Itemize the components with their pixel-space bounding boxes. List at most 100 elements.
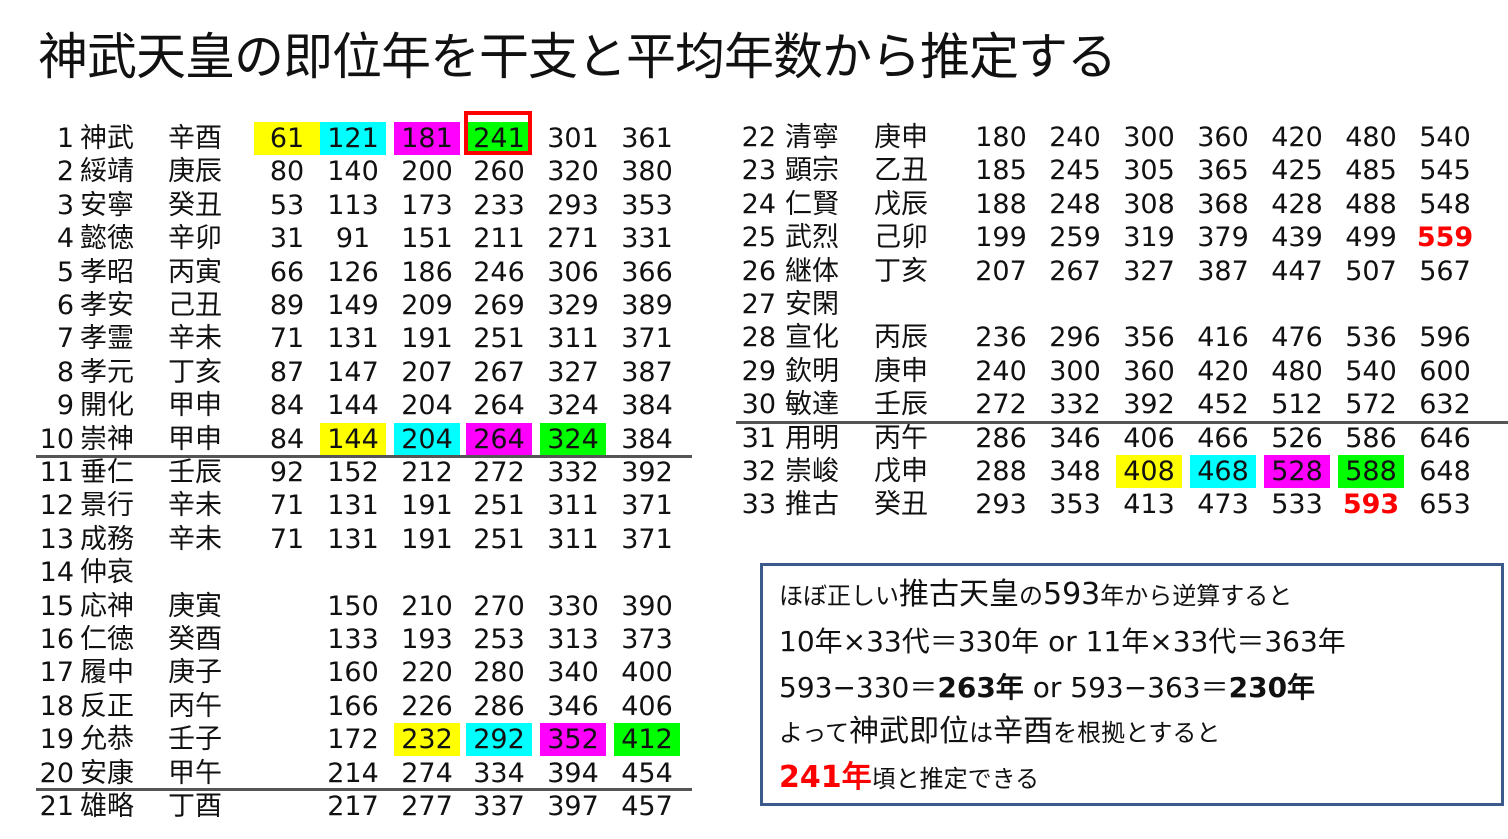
eto-cell: 丙寅 — [168, 256, 222, 288]
emperor-name: 継体 — [785, 255, 839, 287]
year-cell: 214 — [327, 757, 379, 789]
note-text: or 593−363＝ — [1023, 671, 1229, 704]
reign-number: 29 — [741, 355, 776, 387]
year-cell: 387 — [621, 356, 673, 388]
note-text: 神武即位 — [849, 714, 970, 749]
year-cell: 313 — [547, 624, 599, 655]
year-cell: 209 — [401, 290, 453, 321]
emperor-name: 反正 — [80, 690, 134, 722]
note-line-5: 241年頃と推定できる — [779, 757, 1039, 800]
year-cell: 144 — [327, 390, 379, 422]
year-cell: 293 — [547, 189, 599, 221]
year-cell: 485 — [1345, 155, 1397, 187]
emperor-name: 仁徳 — [80, 624, 134, 655]
year-cell: 186 — [401, 256, 453, 288]
table-row: 3 安寧 癸丑 53 113 173 233 293 353 — [0, 189, 1508, 222]
eto-cell: 戊辰 — [874, 188, 928, 220]
year-cell: 160 — [327, 657, 379, 689]
year-cell: 264 — [466, 422, 532, 456]
reign-number: 28 — [741, 322, 776, 354]
emperor-name: 欽明 — [785, 355, 839, 387]
year-cell: 274 — [401, 757, 453, 789]
eto-cell: 丁酉 — [168, 791, 222, 822]
year-cell: 272 — [975, 389, 1027, 421]
year-cell — [254, 590, 320, 623]
year-cell: 365 — [1197, 155, 1249, 187]
year-cell: 371 — [621, 323, 673, 355]
table-row: 2 綏靖 庚辰 80 140 200 260 320 380 — [0, 155, 1508, 188]
year-cell: 533 — [1271, 489, 1323, 521]
note-box: ほぼ正しい推古天皇の593年から逆算すると 10年×33代＝330年 or 11… — [760, 563, 1504, 806]
reign-number: 20 — [39, 757, 74, 789]
year-cell: 428 — [1271, 188, 1323, 220]
reign-number: 14 — [39, 557, 74, 589]
reign-number: 31 — [741, 422, 776, 454]
year-cell: 646 — [1419, 422, 1471, 454]
year-cell: 352 — [540, 723, 606, 757]
year-cell: 300 — [1123, 122, 1175, 153]
year-cell: 185 — [975, 155, 1027, 187]
year-cell: 420 — [1197, 355, 1249, 387]
year-cell: 121 — [320, 122, 386, 155]
table-row: 1 神武 辛酉 61 121 181 241 301 361 — [0, 122, 1508, 155]
page-title: 神武天皇の即位年を干支と平均年数から推定する — [38, 28, 1117, 86]
reign-number: 10 — [39, 423, 74, 455]
year-cell: 277 — [401, 791, 453, 822]
reign-number: 8 — [56, 356, 74, 388]
reign-number: 9 — [56, 390, 74, 422]
table-row: 11 垂仁 壬辰 92 152 212 272 332 392 — [0, 456, 1508, 489]
eto-cell: 壬辰 — [874, 389, 928, 421]
year-cell: 596 — [1419, 322, 1471, 354]
year-cell: 593 — [1342, 489, 1400, 521]
year-cell: 248 — [1049, 188, 1101, 220]
year-cell: 286 — [473, 690, 525, 722]
reign-number: 6 — [56, 290, 74, 321]
year-cell: 253 — [473, 624, 525, 655]
year-cell: 280 — [473, 657, 525, 689]
year-cell: 536 — [1345, 322, 1397, 354]
emperor-name: 孝霊 — [80, 323, 134, 355]
note-text: 593−330＝ — [779, 671, 938, 704]
year-cell: 199 — [975, 222, 1027, 254]
year-cell — [254, 723, 320, 756]
year-cell: 301 — [547, 123, 599, 154]
year-cell — [254, 790, 320, 823]
reign-number: 2 — [56, 156, 74, 188]
year-cell: 207 — [401, 356, 453, 388]
reign-number: 3 — [56, 189, 74, 221]
year-cell: 131 — [327, 323, 379, 355]
reign-number: 11 — [39, 457, 74, 488]
note-text: 頃と推定できる — [871, 765, 1040, 793]
year-cell: 420 — [1271, 122, 1323, 153]
table-row: 22 清寧 庚申 180 240 300 360 420 480 540 — [0, 121, 1508, 154]
year-cell: 488 — [1345, 188, 1397, 220]
year-cell: 371 — [621, 523, 673, 555]
separator-line — [36, 455, 692, 458]
year-cell: 172 — [327, 724, 379, 756]
year-cell: 394 — [547, 757, 599, 789]
emperor-name: 景行 — [80, 490, 134, 522]
year-cell: 232 — [394, 723, 460, 757]
reign-number: 7 — [56, 323, 74, 355]
year-cell: 188 — [975, 188, 1027, 220]
year-cell: 133 — [327, 624, 379, 655]
table-row: 14 仲哀 — [0, 556, 1508, 589]
year-cell — [254, 690, 320, 723]
eto-cell: 癸丑 — [168, 189, 222, 221]
year-cell: 330 — [547, 590, 599, 622]
year-cell: 454 — [621, 757, 673, 789]
reign-number: 5 — [56, 256, 74, 288]
reign-number: 27 — [741, 289, 776, 320]
emperor-name: 崇峻 — [785, 456, 839, 487]
year-cell: 340 — [547, 657, 599, 689]
year-cell: 559 — [1416, 222, 1474, 254]
year-cell: 360 — [1197, 122, 1249, 153]
table-row: 4 懿徳 辛卯 31 91 151 211 271 331 — [0, 222, 1508, 255]
year-cell: 412 — [614, 723, 680, 757]
emperor-name: 安康 — [80, 757, 134, 789]
table-row: 24 仁賢 戊辰 188 248 308 368 428 488 548 — [0, 188, 1508, 221]
separator-line — [736, 421, 1508, 424]
eto-cell: 丁亥 — [168, 356, 222, 388]
year-cell: 151 — [401, 223, 453, 255]
year-cell: 361 — [621, 123, 673, 154]
